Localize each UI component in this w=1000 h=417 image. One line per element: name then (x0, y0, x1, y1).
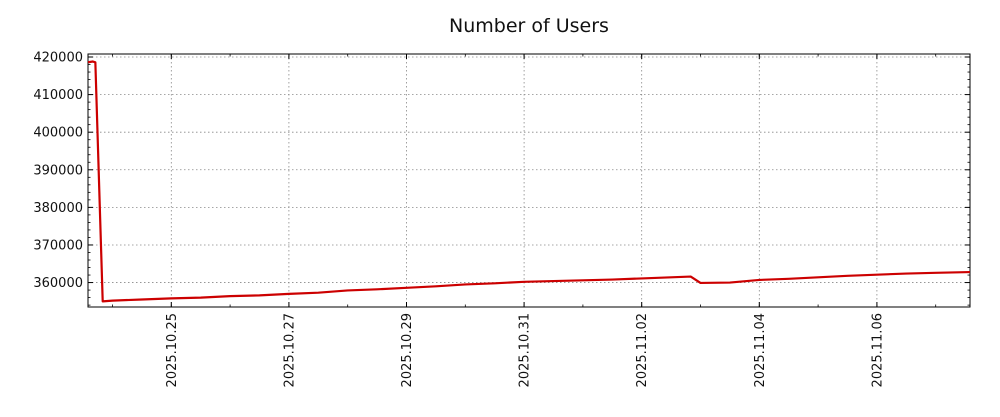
x-tick-label: 2025.10.27 (282, 313, 297, 387)
x-tick-label: 2025.10.29 (400, 313, 415, 387)
series-line (87, 60, 971, 303)
x-axis: 2025.10.25 2025.10.27 2025.10.29 2025.10.31… (112, 54, 937, 387)
x-tick-label: 2025.11.06 (870, 313, 885, 387)
y-tick-label: 380000 (33, 201, 83, 216)
x-tick-label: 2025.11.04 (753, 313, 768, 387)
plot-area (87, 53, 971, 308)
chart-title: Number of Users (449, 15, 609, 37)
y-tick-label: 390000 (33, 163, 83, 178)
x-tick-label: 2025.11.02 (635, 313, 650, 387)
series-layer (87, 60, 971, 303)
y-tick-label: 400000 (33, 126, 83, 141)
y-tick-label: 370000 (33, 238, 83, 253)
x-tick-label: 2025.10.31 (518, 313, 533, 387)
y-axis: 360000 370000 380000 390000 400000 410000 4200… (33, 51, 970, 306)
y-tick-label: 360000 (33, 276, 83, 291)
y-tick-label: 420000 (33, 51, 83, 66)
y-tick-label: 410000 (33, 88, 83, 103)
x-tick-label: 2025.10.25 (165, 313, 180, 387)
